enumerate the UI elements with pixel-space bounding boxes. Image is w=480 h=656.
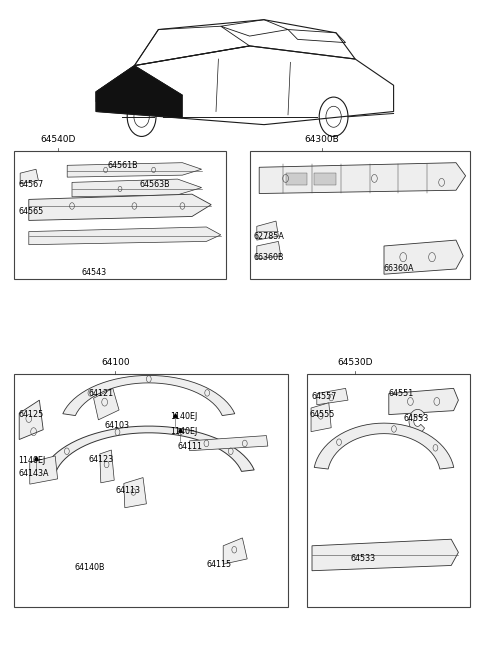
Text: 64555: 64555 [310,410,335,419]
Polygon shape [223,538,247,564]
Text: 64111: 64111 [178,441,203,451]
Text: 64543: 64543 [82,268,107,277]
Polygon shape [259,163,466,194]
Text: 64300B: 64300B [304,134,339,144]
Text: 64100: 64100 [101,358,130,367]
Text: 64113: 64113 [115,486,140,495]
Bar [14,374,288,607]
Text: 64530D: 64530D [337,358,373,367]
Bar [314,173,336,185]
Text: 66360A: 66360A [384,264,415,274]
Text: 64121: 64121 [89,389,114,398]
Text: 64140B: 64140B [74,563,105,572]
Text: 64551: 64551 [389,389,414,398]
Text: 64125: 64125 [18,410,44,419]
Polygon shape [314,423,454,469]
Text: 1140EJ: 1140EJ [18,456,46,465]
Text: 1140EJ: 1140EJ [170,412,198,421]
Polygon shape [312,539,458,571]
Text: 64561B: 64561B [108,161,139,170]
Text: 64533: 64533 [350,554,375,564]
Text: 66360B: 66360B [253,253,284,262]
Polygon shape [190,436,268,451]
Text: 64123: 64123 [89,455,114,464]
Polygon shape [67,163,202,177]
Polygon shape [409,409,425,433]
Polygon shape [257,241,281,259]
Text: 64143A: 64143A [18,469,49,478]
Polygon shape [311,403,331,432]
Polygon shape [317,388,348,405]
Polygon shape [94,388,119,420]
Text: 64563B: 64563B [139,180,170,190]
Polygon shape [100,450,114,483]
Polygon shape [43,426,254,472]
Polygon shape [389,388,458,415]
Polygon shape [29,227,221,245]
Polygon shape [257,221,278,240]
Polygon shape [96,66,182,105]
Bar [286,173,307,185]
Polygon shape [72,179,202,197]
Polygon shape [30,456,58,484]
Text: 62785A: 62785A [253,232,284,241]
Polygon shape [19,400,43,440]
Polygon shape [96,66,182,118]
Text: 64115: 64115 [206,560,231,569]
Bar [250,151,470,279]
Polygon shape [384,240,463,274]
Polygon shape [20,169,38,184]
Polygon shape [124,478,146,508]
Text: 64565: 64565 [18,207,44,216]
Bar [307,374,470,607]
Polygon shape [63,375,235,415]
Text: 64567: 64567 [18,180,44,190]
Text: 64103: 64103 [105,420,130,430]
Text: 1140EJ: 1140EJ [170,427,198,436]
Text: 64540D: 64540D [40,134,75,144]
Bar [14,151,226,279]
Polygon shape [29,194,211,220]
Text: 64557: 64557 [311,392,336,401]
Text: 64553: 64553 [403,414,429,423]
